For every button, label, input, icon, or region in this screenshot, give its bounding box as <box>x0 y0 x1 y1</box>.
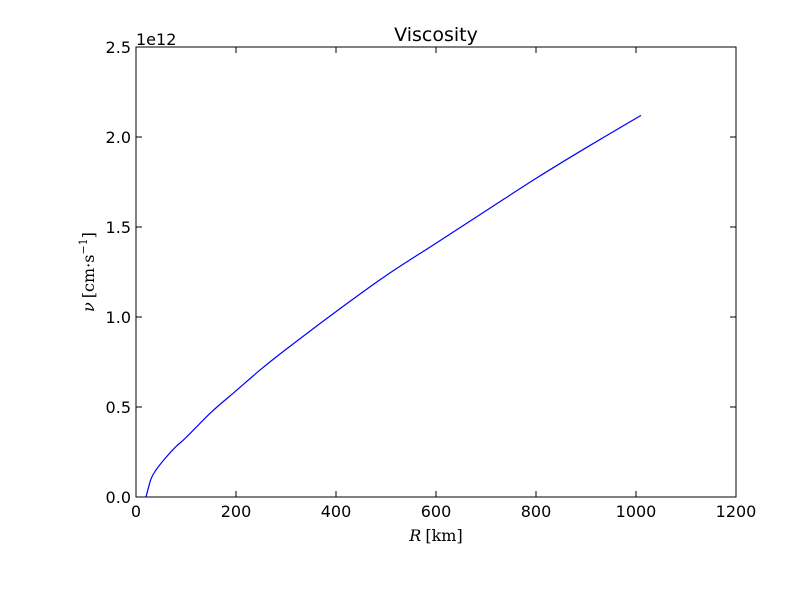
x-tick-label: 1000 <box>616 502 657 521</box>
plot-frame <box>135 46 737 498</box>
y-axis-label: ν [cm·s−1] <box>77 232 98 312</box>
x-tick-label: 400 <box>321 502 352 521</box>
y-tick-label: 0.0 <box>106 488 131 507</box>
x-tick-label: 800 <box>521 502 552 521</box>
plot-background <box>136 47 736 497</box>
x-tick-label: 200 <box>221 502 252 521</box>
y-tick-label: 2.5 <box>106 38 131 57</box>
chart-title: Viscosity <box>394 24 478 46</box>
y-axis-unit-close: ] <box>79 232 98 238</box>
x-tick-label: 0 <box>131 502 141 521</box>
y-tick-label: 2.0 <box>106 128 131 147</box>
y-axis-variable: ν <box>79 302 98 312</box>
x-tick-label: 1200 <box>716 502 757 521</box>
tick-labels: 0 200 400 600 800 1000 1200 0.0 0.5 1.0 1.5 2.0 2.5 <box>106 38 757 521</box>
series-group <box>145 114 642 498</box>
y-axis-unit: [cm·s <box>79 255 98 299</box>
x-axis-unit: [km] <box>425 526 462 545</box>
y-axis-unit-exponent: −1 <box>77 238 90 254</box>
x-axis-variable: R <box>408 526 421 545</box>
y-offset-label: 1e12 <box>136 30 176 49</box>
viscosity-series-line <box>145 114 642 498</box>
x-tick-label: 600 <box>421 502 452 521</box>
y-tick-label: 0.5 <box>106 398 131 417</box>
x-axis-label: R [km] <box>408 526 462 545</box>
y-tick-label: 1.0 <box>106 308 131 327</box>
y-tick-label: 1.5 <box>106 218 131 237</box>
